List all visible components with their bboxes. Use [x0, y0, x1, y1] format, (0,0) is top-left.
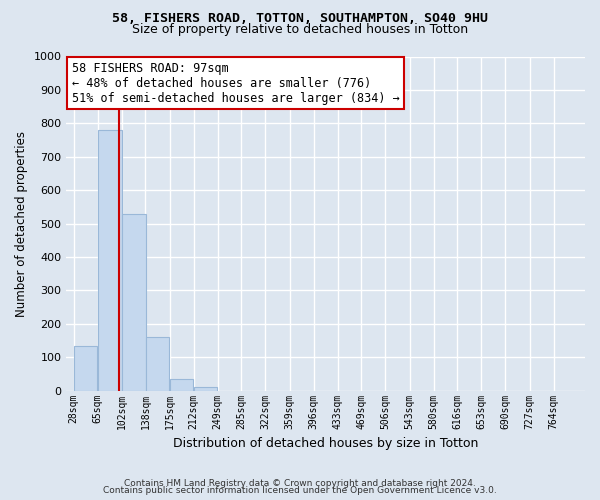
Text: Contains public sector information licensed under the Open Government Licence v3: Contains public sector information licen… — [103, 486, 497, 495]
X-axis label: Distribution of detached houses by size in Totton: Distribution of detached houses by size … — [173, 437, 478, 450]
Bar — [146, 337, 169, 390]
Bar — [122, 214, 146, 390]
Bar — [98, 130, 122, 390]
Bar — [194, 388, 217, 390]
Bar — [170, 379, 193, 390]
Text: Contains HM Land Registry data © Crown copyright and database right 2024.: Contains HM Land Registry data © Crown c… — [124, 478, 476, 488]
Text: 58, FISHERS ROAD, TOTTON, SOUTHAMPTON, SO40 9HU: 58, FISHERS ROAD, TOTTON, SOUTHAMPTON, S… — [112, 12, 488, 26]
Text: Size of property relative to detached houses in Totton: Size of property relative to detached ho… — [132, 22, 468, 36]
Y-axis label: Number of detached properties: Number of detached properties — [15, 130, 28, 316]
Bar — [74, 346, 97, 391]
Text: 58 FISHERS ROAD: 97sqm
← 48% of detached houses are smaller (776)
51% of semi-de: 58 FISHERS ROAD: 97sqm ← 48% of detached… — [71, 62, 400, 104]
